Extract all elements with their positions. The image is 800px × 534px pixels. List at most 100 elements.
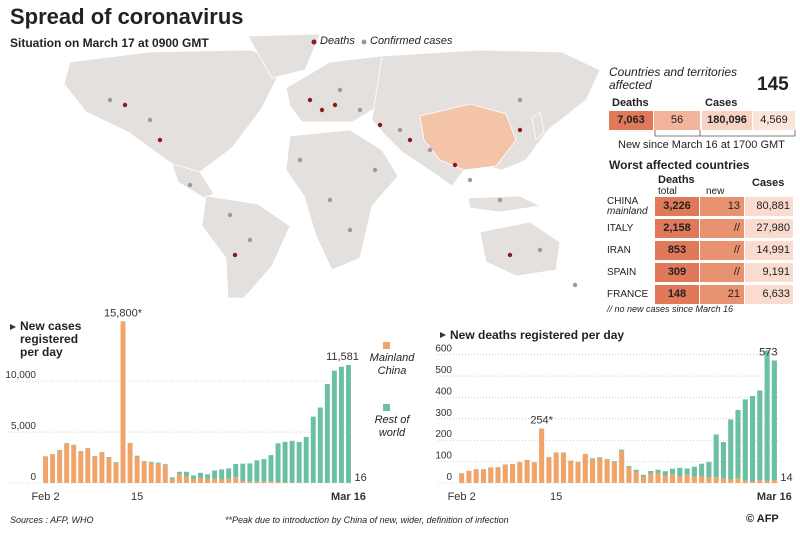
legend-swatch [383,342,390,349]
bar [626,466,632,468]
cases: 6,633 [745,285,793,304]
bar [205,478,211,483]
country: CHINA [607,196,639,207]
y-tick-label: 0 [446,472,452,483]
deaths-new: 13 [700,197,744,216]
bar [148,461,154,463]
death-dot [332,102,338,108]
bar [531,462,537,483]
europe [285,55,387,123]
bar [155,463,161,483]
bar [539,428,545,483]
bar [191,478,196,483]
bar [240,480,246,483]
cases: 14,991 [745,241,793,260]
bar [670,468,676,475]
y-tick-label: 10,000 [5,370,36,381]
footnote: // no new cases since March 16 [607,304,734,314]
case-dot [107,97,113,103]
bar [553,452,559,483]
bar [155,462,161,464]
bar [524,459,530,483]
bar [303,436,309,483]
bar [473,469,479,483]
bar [742,399,748,481]
bar [648,473,654,483]
deaths-label: Deaths [612,97,649,109]
death-dot [157,137,163,143]
bar [219,479,225,483]
case-dot [187,182,193,188]
indonesia [467,195,542,213]
deaths-new: // [700,219,744,238]
legend-swatch [383,404,390,411]
y-tick-label: 100 [435,451,452,462]
map-legend-cases: Confirmed cases [370,35,453,47]
case-dot [397,127,403,133]
case-dot [227,212,233,218]
bar [750,481,756,483]
bar [346,365,351,483]
bar [247,481,253,483]
annotation: 254* [530,414,553,426]
bar [226,478,232,483]
bar [771,480,777,483]
bar [162,464,168,466]
annotation: 16 [354,472,366,484]
y-tick-label: 300 [435,408,452,419]
country: FRANCE [607,289,649,300]
bar [655,472,661,483]
bar [99,452,105,483]
deaths-total: 148 [655,285,699,304]
x-tick-label: Mar 16 [757,491,792,503]
case-dot [537,247,543,253]
bar [568,460,574,483]
title-marker [440,332,446,338]
bar [640,474,646,477]
bar [655,469,661,473]
bar [120,321,126,323]
bar [742,480,748,483]
deaths-new: // [700,263,744,282]
bar [764,480,770,483]
bar [113,462,119,463]
bar [169,477,175,479]
bar [275,481,281,483]
bar [662,475,668,483]
bar [640,476,646,483]
y-tick-label: 400 [435,386,452,397]
cases: 9,191 [745,263,793,282]
bar [198,472,203,478]
bar [289,440,295,483]
bracket [654,130,796,137]
bar [619,450,625,483]
bar [713,477,719,483]
bar [706,477,712,483]
deaths-new: 56 [654,111,700,130]
summary-note: New since March 16 at 1700 GMT [618,139,785,151]
bar [582,453,588,483]
bar [684,468,690,475]
bar [691,476,697,483]
bar [71,444,77,446]
bar [64,443,70,483]
bar [575,462,581,483]
case-dot [347,227,353,233]
annotation: 11,581 [326,351,359,363]
bar [169,478,175,483]
deaths-total: 853 [655,241,699,260]
bar [212,478,218,483]
case-dot [572,282,578,288]
case-dot [357,107,363,113]
legend-case-dot [361,39,367,45]
title: Spread of coronavirus [10,4,244,29]
case-dot [517,97,523,103]
death-dot [407,137,413,143]
y-tick-label: 0 [30,472,36,483]
bar [699,476,705,483]
legend-death-dot [311,39,317,45]
bar [648,471,654,474]
bar [296,442,302,483]
bar [670,474,676,483]
bar [633,471,639,483]
